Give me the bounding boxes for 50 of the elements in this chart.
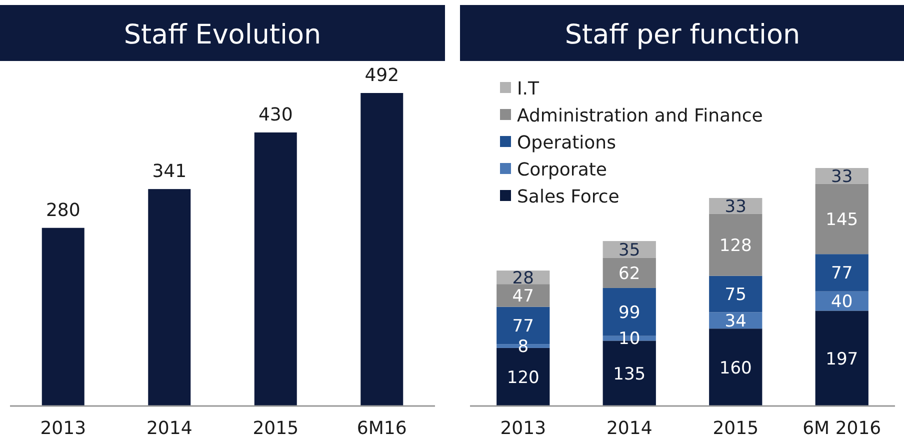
- bar: [709, 328, 762, 406]
- bar: [42, 228, 84, 406]
- legend-label: Administration and Finance: [517, 105, 763, 126]
- data-label: 77: [831, 264, 853, 284]
- data-label: 492: [364, 65, 400, 86]
- data-label: 341: [152, 161, 187, 182]
- data-label: 120: [506, 368, 540, 388]
- x-tick-label: 6M16: [356, 418, 407, 439]
- bar: [148, 189, 191, 406]
- data-label: 99: [618, 302, 640, 323]
- data-label: 28: [512, 268, 534, 288]
- data-label: 33: [724, 196, 746, 217]
- x-tick-label: 6M 2016: [802, 418, 882, 439]
- data-label: 145: [826, 210, 858, 230]
- data-label: 128: [719, 236, 752, 256]
- data-label: 40: [831, 292, 853, 312]
- data-label: 34: [724, 311, 746, 332]
- data-label: 430: [258, 104, 293, 126]
- chart-title: Staff per function: [564, 19, 800, 50]
- data-label: 197: [826, 349, 858, 370]
- data-label: 62: [618, 264, 640, 284]
- x-tick-label: 2015: [252, 418, 299, 439]
- legend-label: I.T: [517, 78, 540, 100]
- bar: [254, 132, 297, 406]
- bar: [709, 214, 762, 276]
- legend-label: Corporate: [517, 159, 607, 180]
- chart-title: Staff Evolution: [124, 19, 322, 50]
- legend-label: Sales Force: [517, 186, 620, 208]
- bar: [496, 284, 550, 307]
- bar: [815, 310, 868, 406]
- bar: [815, 254, 868, 292]
- x-tick-label: 2013: [40, 418, 86, 439]
- x-tick-label: 2013: [500, 418, 546, 439]
- x-tick-label: 2014: [606, 418, 652, 439]
- legend-label: Operations: [517, 132, 616, 154]
- data-label: 135: [613, 364, 646, 384]
- data-label: 75: [724, 284, 746, 305]
- data-label: 77: [512, 316, 534, 336]
- data-label: 33: [831, 166, 853, 187]
- data-label: 280: [46, 200, 80, 221]
- bar: [815, 184, 868, 254]
- data-label: 8: [518, 336, 529, 357]
- bar: [709, 276, 762, 312]
- data-label: 47: [512, 286, 534, 306]
- data-label: 160: [719, 358, 752, 378]
- bar: [602, 258, 656, 288]
- x-tick-label: 2015: [712, 418, 759, 439]
- bar: [360, 93, 404, 406]
- data-label: 35: [618, 240, 640, 260]
- x-tick-label: 2014: [146, 418, 192, 439]
